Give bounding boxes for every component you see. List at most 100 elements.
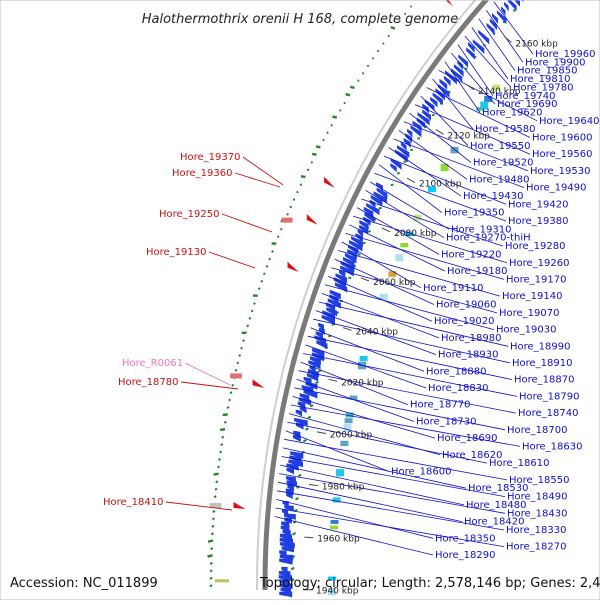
gene-label: Hore_18270 [506, 542, 567, 553]
feature-block [345, 418, 353, 423]
gc-skew-mark [239, 355, 241, 356]
gc-skew-mark [311, 162, 313, 163]
gene-label: Hore_18880 [426, 366, 487, 377]
gc-skew-mark [223, 414, 228, 415]
gc-skew-mark [247, 325, 249, 326]
gc-skew-mark [350, 87, 354, 88]
gc-skew-mark [339, 110, 341, 111]
label-leader-line [276, 499, 433, 538]
gc-content-mark [291, 568, 294, 570]
rna-feature [215, 579, 229, 582]
gene-label: Hore_18600 [391, 467, 452, 478]
gc-skew-mark [266, 266, 268, 267]
gc-skew-mark [227, 407, 229, 408]
gene-label: Hore_18740 [518, 408, 579, 419]
kbp-label: 1980 kbp [322, 483, 365, 493]
feature-block [395, 254, 403, 261]
gc-skew-mark [277, 236, 279, 237]
gc-skew-mark [297, 192, 299, 193]
gc-skew-mark [220, 452, 222, 453]
kbp-tick [382, 228, 390, 232]
rna-feature [282, 218, 293, 223]
gc-skew-mark [346, 94, 350, 95]
gc-skew-mark [251, 311, 253, 312]
gc-skew-mark [391, 27, 395, 29]
gene-label: Hore_18790 [519, 391, 580, 402]
gc-content-mark [308, 417, 311, 418]
gc-skew-mark [210, 570, 212, 571]
kbp-tick [328, 379, 337, 381]
gc-content-mark [410, 150, 413, 151]
gc-skew-mark [210, 585, 212, 587]
gc-skew-mark [211, 533, 213, 534]
accession-label: Accession: NC_011899 [10, 576, 158, 591]
label-leader-line [243, 157, 283, 185]
gc-skew-mark [208, 555, 213, 556]
label-leader-line [181, 382, 238, 389]
label-leader-line [235, 173, 280, 187]
reverse-cds-feature [253, 379, 265, 388]
gene-label: Hore_18910 [512, 358, 573, 369]
gene-label: Hore_19620 [482, 107, 543, 118]
gene-label-left: Hore_19250 [159, 209, 220, 220]
gc-skew-mark [220, 429, 225, 430]
gc-skew-mark [210, 563, 212, 565]
reverse-cds-feature [234, 502, 246, 509]
gene-label: Hore_19640 [539, 116, 600, 127]
gene-label: Hore_18630 [522, 441, 583, 452]
gene-label: Hore_19070 [499, 308, 560, 319]
map-title: Halothermothrix orenii H 168, complete g… [142, 12, 459, 27]
gene-label: Hore_19600 [532, 133, 593, 144]
gc-skew-mark [219, 459, 221, 460]
gc-skew-mark [221, 444, 223, 445]
label-leader-line [465, 36, 511, 87]
gc-skew-mark [258, 288, 260, 289]
reverse-cds-feature [288, 262, 299, 272]
gc-skew-mark [229, 400, 231, 401]
gc-skew-mark [312, 154, 316, 155]
gc-skew-mark [293, 199, 295, 200]
topology-label: Topology: circular; Length: 2,578,146 bp… [259, 576, 600, 591]
gene-label: Hore_18980 [441, 333, 502, 344]
gc-skew-mark [216, 481, 218, 482]
gene-label: Hore_19180 [447, 266, 508, 277]
feature-block [360, 356, 368, 361]
gene-label: Hore_19060 [436, 300, 497, 311]
gc-content-mark [397, 173, 400, 174]
gene-label: Hore_19520 [473, 158, 534, 169]
gene-label: Hore_19560 [532, 149, 593, 160]
kbp-label: 2000 kbp [330, 431, 373, 441]
gene-label-left: Hore_19360 [172, 168, 233, 179]
gc-skew-mark [280, 229, 282, 230]
gc-content-mark [348, 277, 351, 278]
gc-content-mark [316, 382, 319, 383]
gene-label: Hore_19580 [475, 124, 536, 135]
feature-block [340, 441, 348, 446]
kbp-tick [436, 129, 444, 134]
gene-label: Hore_19420 [508, 199, 569, 210]
gc-skew-mark [287, 214, 289, 215]
gc-skew-mark [290, 207, 292, 208]
gene-label: Hore_19480 [469, 174, 530, 185]
gc-skew-mark [241, 348, 243, 349]
gc-skew-mark [213, 511, 215, 512]
label-leader-line [166, 502, 232, 510]
gc-skew-mark [243, 340, 245, 341]
kbp-tick [467, 85, 474, 90]
gc-skew-mark [272, 251, 274, 252]
gc-skew-mark [300, 184, 302, 185]
gene-label: Hore_19140 [502, 291, 563, 302]
label-leader-line [433, 79, 473, 129]
gc-content-mark [298, 475, 301, 477]
gene-label: Hore_18930 [438, 350, 499, 361]
gene-label-left: Hore_18780 [118, 377, 179, 388]
gc-skew-mark [269, 259, 271, 260]
label-leader-line [209, 252, 255, 268]
gene-label: Hore_18330 [506, 525, 567, 536]
gene-label: Hore_19030 [496, 325, 557, 336]
gc-content-mark [379, 208, 382, 209]
gc-skew-mark [210, 578, 212, 580]
gc-skew-mark [307, 170, 309, 171]
kbp-tick [309, 485, 318, 486]
kbp-label: 2100 kbp [419, 180, 462, 190]
